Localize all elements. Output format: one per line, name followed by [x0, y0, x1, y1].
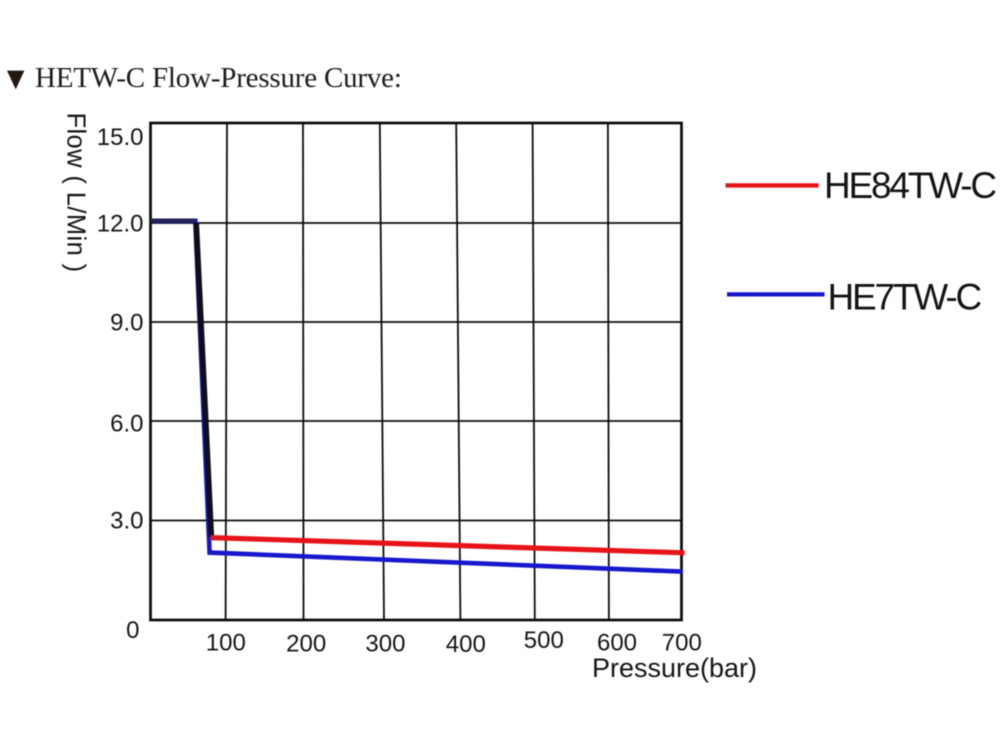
svg-text:0: 0	[126, 617, 139, 644]
svg-text:100: 100	[206, 630, 246, 657]
svg-text:600: 600	[597, 630, 637, 657]
svg-text:3.0: 3.0	[110, 508, 143, 535]
svg-text:6.0: 6.0	[110, 411, 143, 438]
svg-text:HETW-C Flow-Pressure Curve:: HETW-C Flow-Pressure Curve:	[35, 62, 402, 94]
svg-text:Pressure(bar): Pressure(bar)	[592, 653, 757, 683]
svg-text:400: 400	[446, 631, 486, 658]
svg-text:12.0: 12.0	[97, 211, 144, 238]
svg-text:HE7TW-C: HE7TW-C	[828, 277, 982, 318]
svg-text:HE84TW-C: HE84TW-C	[824, 165, 996, 206]
svg-text:200: 200	[286, 631, 326, 658]
svg-text:9.0: 9.0	[110, 310, 143, 337]
svg-text:300: 300	[365, 631, 405, 658]
svg-text:15.0: 15.0	[97, 124, 144, 151]
svg-text:Flow ( L/Min ): Flow ( L/Min )	[62, 113, 90, 273]
svg-text:500: 500	[524, 627, 564, 654]
svg-text:700: 700	[662, 630, 702, 657]
